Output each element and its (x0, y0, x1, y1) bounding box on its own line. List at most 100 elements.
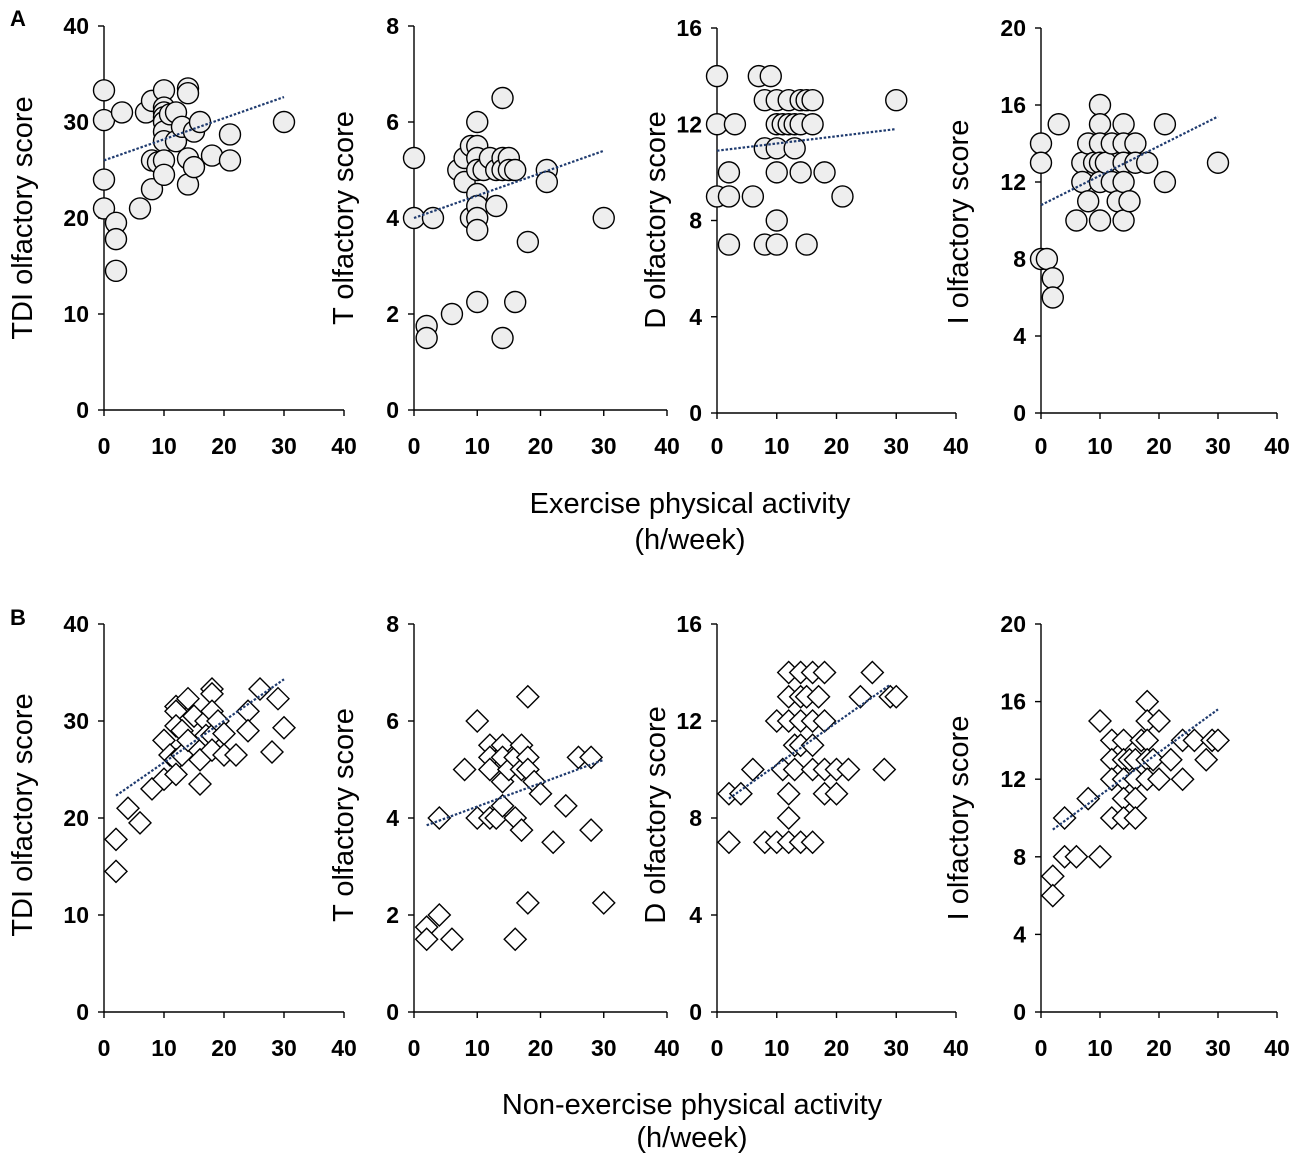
circle-marker (1112, 209, 1135, 232)
circle-marker (535, 170, 559, 194)
circle-marker (801, 88, 824, 112)
y-tick-label: 0 (76, 999, 89, 1025)
x-tick-label: 0 (1035, 433, 1048, 459)
y-tick-label: 40 (63, 611, 89, 637)
y-tick-label: 40 (63, 13, 89, 39)
circle-marker (176, 81, 200, 105)
y-tick-label: 20 (63, 805, 89, 831)
diamond-marker (272, 715, 296, 740)
circle-marker (110, 101, 134, 124)
scatter-chart-b-2: 0 2 4 6 8 0 10 20 30 40 T olfactory score (328, 611, 680, 1061)
y-tick-label: 8 (386, 13, 399, 39)
diamond-marker (1147, 709, 1171, 733)
diamond-marker (1147, 767, 1171, 792)
circle-marker (188, 110, 212, 134)
diamond-marker (164, 762, 188, 787)
circle-marker (765, 161, 788, 184)
x-tick-label: 30 (883, 1035, 909, 1061)
circle-marker (218, 123, 242, 146)
y-tick-label: 12 (1000, 766, 1026, 792)
diamond-marker (439, 927, 464, 952)
circle-marker (415, 326, 438, 350)
diamond-marker (884, 684, 909, 709)
x-axis-unit-a: (h/week) (634, 524, 745, 556)
circle-marker (1088, 209, 1112, 232)
scatter-chart-b-4: 0 4 8 12 16 20 0 10 20 30 40 I olfactory score (943, 611, 1290, 1061)
circle-marker (92, 79, 116, 102)
diamond-marker (503, 927, 528, 952)
circle-marker (717, 233, 741, 256)
x-tick-label: 40 (331, 433, 357, 459)
x-tick-label: 10 (151, 1035, 177, 1061)
circle-marker (717, 161, 741, 184)
circle-marker (717, 185, 741, 208)
scatter-chart-a-4: 0 4 8 12 16 20 0 10 20 30 40 I olfactory score (943, 15, 1290, 459)
x-tick-label: 30 (1205, 433, 1231, 459)
circle-marker (765, 209, 788, 232)
x-tick-label: 0 (711, 433, 724, 459)
y-tick-label: 10 (63, 301, 89, 327)
diamond-marker (812, 660, 837, 685)
circle-marker (885, 88, 908, 112)
circle-marker (466, 218, 489, 242)
y-tick-label: 8 (689, 208, 702, 234)
circle-marker (421, 206, 445, 230)
diamond-marker (248, 677, 272, 701)
x-tick-label: 30 (271, 1035, 297, 1061)
y-tick-label: 20 (1000, 15, 1026, 41)
trendline (426, 758, 605, 827)
circle-marker (491, 86, 514, 110)
diamond-marker (427, 903, 452, 927)
diamond-marker (1141, 747, 1166, 772)
circle-marker (1088, 93, 1112, 117)
y-tick-label: 0 (689, 999, 702, 1025)
trendline (103, 96, 285, 162)
y-tick-label: 4 (689, 902, 702, 928)
circle-marker (1153, 170, 1177, 194)
y-tick-label: 4 (1013, 921, 1026, 947)
y-tick-label: 30 (63, 708, 89, 734)
x-tick-label: 40 (943, 433, 969, 459)
circle-marker (92, 168, 116, 191)
y-tick-label: 6 (386, 109, 399, 135)
diamond-marker (266, 686, 290, 711)
trendline (413, 149, 605, 220)
x-tick-label: 0 (98, 433, 111, 459)
diamond-marker (188, 772, 212, 797)
diamond-marker (1182, 728, 1207, 753)
y-tick-label: 16 (676, 611, 702, 637)
trendline (1040, 115, 1219, 207)
diamond-marker (1206, 728, 1230, 753)
y-tick-label: 0 (1013, 400, 1026, 426)
y-tick-label: 16 (1000, 689, 1026, 715)
diamond-marker (427, 806, 452, 830)
scatter-chart-a-2: 0 2 4 6 8 0 10 20 30 40 T olfactory score (328, 13, 680, 459)
diamond-marker (1052, 806, 1077, 830)
circle-marker (1112, 170, 1135, 194)
circle-marker (491, 326, 514, 350)
trendline (728, 683, 891, 800)
x-tick-label: 0 (98, 1035, 111, 1061)
x-tick-label: 40 (1264, 1035, 1290, 1061)
y-tick-label: 20 (63, 205, 89, 231)
diamond-marker (806, 684, 831, 709)
y-axis-title: I olfactory score (943, 716, 975, 921)
circle-marker (723, 113, 747, 136)
scatter-chart-a-1: 0 10 20 30 40 0 10 20 30 40 TDI olfactory score (7, 13, 357, 459)
diamond-marker (509, 818, 534, 843)
y-tick-label: 12 (676, 111, 702, 137)
y-tick-label: 4 (386, 805, 399, 831)
circle-marker (1029, 151, 1053, 174)
diamond-marker (824, 781, 849, 806)
diamond-marker (716, 830, 741, 855)
diamond-marker (452, 757, 477, 782)
y-tick-label: 8 (1013, 844, 1026, 870)
y-axis-title: D olfactory score (640, 706, 672, 924)
x-tick-label: 30 (883, 433, 909, 459)
diamond-marker (224, 742, 248, 767)
y-tick-label: 2 (386, 902, 399, 928)
x-tick-label: 0 (711, 1035, 724, 1061)
circle-marker (272, 110, 296, 134)
x-tick-label: 10 (464, 433, 490, 459)
circle-marker (440, 302, 464, 326)
